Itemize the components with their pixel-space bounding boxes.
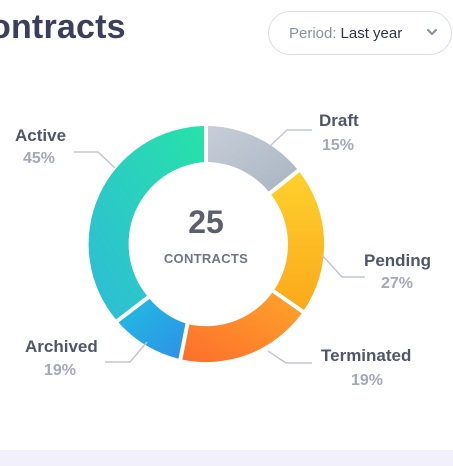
contracts-card: ontracts Period: Last year xyxy=(0,8,452,389)
period-value: Last year xyxy=(340,24,403,42)
donut-chart xyxy=(74,124,365,364)
legend-label-pending: Pending xyxy=(364,251,432,270)
chevron-down-icon xyxy=(427,29,437,35)
leader-lines xyxy=(74,129,365,364)
legend-value-pending: 27% xyxy=(381,275,414,292)
bottom-panel-edge xyxy=(0,450,453,466)
period-label: Period: xyxy=(289,24,337,42)
slice-active[interactable] xyxy=(88,126,206,321)
legend-value-draft: 15% xyxy=(322,137,355,154)
legend-label-archived: Archived xyxy=(25,337,98,356)
slice-archived[interactable] xyxy=(117,297,188,360)
center-label: CONTRACTS xyxy=(163,251,249,266)
legend-value-active: 45% xyxy=(23,150,56,167)
slice-draft[interactable] xyxy=(206,125,299,194)
legend-label-draft: Draft xyxy=(319,111,359,130)
center-value: 25 xyxy=(188,204,224,240)
slice-pending[interactable] xyxy=(270,170,325,312)
legend-label-terminated: Terminated xyxy=(321,346,412,365)
legend-value-archived: 19% xyxy=(44,362,77,379)
legend-value-terminated: 19% xyxy=(351,372,384,389)
page-title: ontracts xyxy=(0,8,126,46)
period-select[interactable]: Period: Last year xyxy=(268,11,452,55)
slice-terminated[interactable] xyxy=(180,291,303,363)
legend-label-active: Active xyxy=(15,126,67,145)
slice-separators xyxy=(114,124,306,362)
